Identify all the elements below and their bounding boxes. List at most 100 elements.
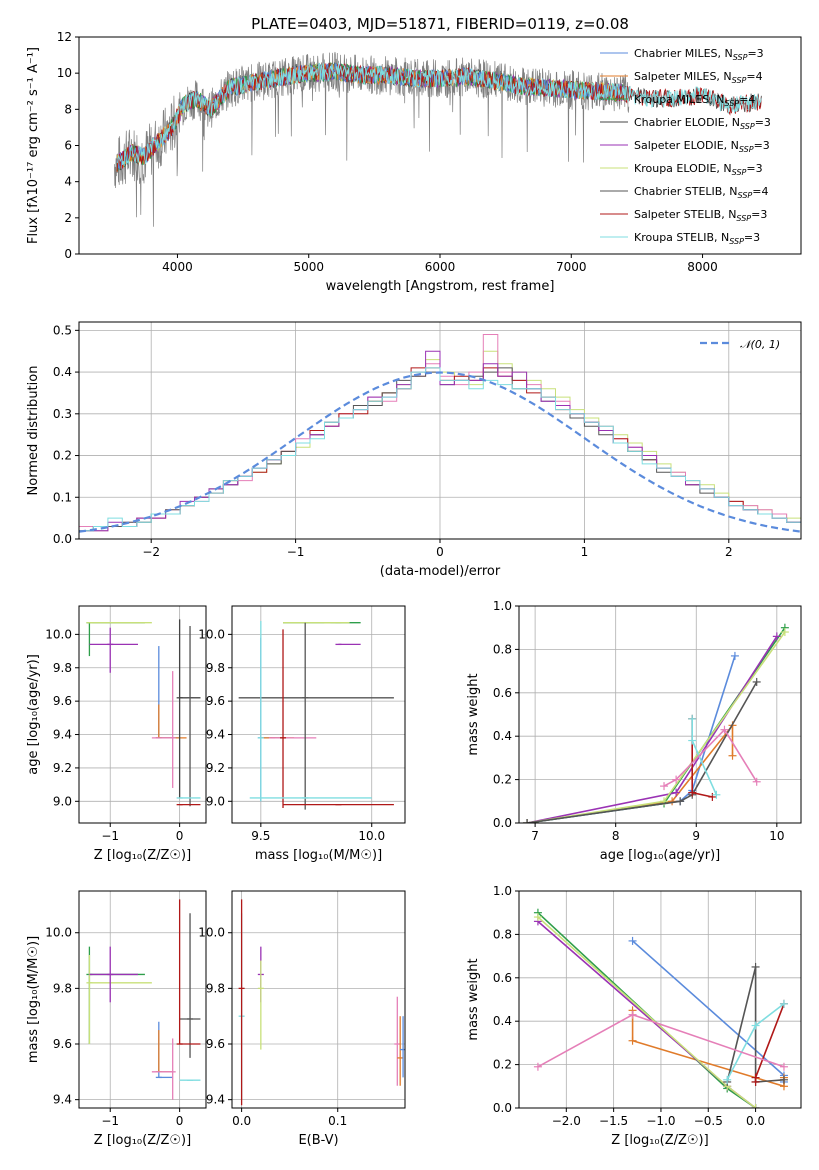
y-tick-label: 0 — [64, 247, 72, 261]
y-tick-label: 0.0 — [493, 1101, 512, 1115]
normal-curve — [79, 371, 801, 533]
y-tick-label: 0.8 — [493, 642, 512, 656]
chart-mass-vs-Z: −1 0 9.4 9.6 9.8 10.0 Z [log₁₀(Z/Z☉)] mass [log… — [26, 890, 207, 1148]
chart-residuals: −2 −1 0 1 2 0.0 0.1 0.2 0.3 0.4 0.5 (data-model)/er… — [26, 321, 802, 579]
y-tick-label: 9.6 — [53, 1037, 72, 1051]
x-tick-label: 5000 — [293, 260, 324, 274]
y-tick-label: 2 — [64, 211, 72, 225]
x-tick-label: 6000 — [425, 260, 456, 274]
x-axis-label: (data-model)/error — [380, 564, 501, 579]
weight-line-chabrier-stelib — [526, 681, 758, 823]
plot-area-weight-vs-Z — [533, 908, 788, 1108]
x-axis-label: Z [log₁₀(Z/Z☉)] — [94, 848, 191, 863]
x-tick-label: 0.0 — [232, 1114, 251, 1128]
y-tick-label: 8 — [64, 102, 72, 116]
hist-kroupa-stelib — [79, 367, 801, 532]
legend-entry: Kroupa MILES, NSSP=4 — [634, 93, 755, 108]
x-tick-label: −1 — [101, 1114, 119, 1128]
y-tick-label: 10.0 — [198, 627, 225, 641]
y-tick-label: 10.0 — [198, 926, 225, 940]
x-tick-label: −0.5 — [694, 1114, 723, 1128]
y-tick-label: 9.4 — [53, 728, 72, 742]
chart-mass-vs-EBV: 0.0 0.1 9.4 9.6 9.8 10.0 E(B-V) — [198, 890, 406, 1148]
y-tick-label: 0.0 — [493, 816, 512, 830]
y-tick-label: 0.1 — [53, 490, 72, 504]
y-tick-label: 0.6 — [493, 686, 512, 700]
y-tick-label: 0.3 — [53, 407, 72, 421]
x-tick-label: 0.0 — [746, 1114, 765, 1128]
x-axis-label: Z [log₁₀(Z/Z☉)] — [94, 1133, 191, 1148]
y-tick-label: 10 — [57, 66, 72, 80]
y-axis-label: Normed distribution — [26, 366, 41, 496]
legend-entry: Salpeter STELIB, NSSP=3 — [634, 208, 767, 223]
plot-area-mass-vs-EBV — [238, 899, 405, 1106]
x-tick-label: 1 — [581, 545, 589, 559]
y-tick-label: 0.4 — [53, 365, 72, 379]
axes-frame — [518, 605, 802, 824]
legend-entry: Salpeter MILES, NSSP=4 — [634, 70, 763, 85]
legend-entry: Chabrier ELODIE, NSSP=3 — [634, 116, 771, 131]
y-tick-label: 9.8 — [53, 661, 72, 675]
y-tick-label: 0.2 — [53, 449, 72, 463]
plot-area-age-vs-Z — [86, 619, 201, 807]
y-tick-label: 0.0 — [53, 532, 72, 546]
x-tick-label: −1.5 — [599, 1114, 628, 1128]
x-tick-label: −1.0 — [646, 1114, 675, 1128]
y-tick-label: 6 — [64, 139, 72, 153]
x-tick-label: 2 — [725, 545, 733, 559]
chart-spectrum: 4000 5000 6000 7000 8000 0 2 4 6 8 10 12 wavelength … — [26, 30, 802, 294]
y-tick-label: 9.0 — [206, 794, 225, 808]
axes-frame — [78, 605, 207, 824]
x-tick-label: 8 — [612, 829, 620, 843]
legend-entry: Kroupa STELIB, NSSP=3 — [634, 231, 760, 246]
y-tick-label: 9.0 — [53, 794, 72, 808]
y-tick-label: 9.8 — [53, 981, 72, 995]
y-tick-label: 10.0 — [45, 627, 72, 641]
weight-line-chabrier-miles — [526, 655, 736, 823]
y-axis-label: Flux [fλ10⁻¹⁷ erg cm⁻² s⁻¹ A⁻¹] — [26, 47, 41, 244]
y-tick-label: 9.4 — [206, 1093, 225, 1107]
chart-age-vs-mass: 9.5 10.0 9.0 9.2 9.4 9.6 9.8 10.0 mass [log₁₀(M/… — [198, 605, 406, 863]
plot-area-age-vs-mass — [238, 621, 394, 810]
x-axis-label: wavelength [Angstrom, rest frame] — [326, 279, 555, 294]
x-axis-label: E(B-V) — [298, 1133, 338, 1148]
plot-area-residuals — [79, 334, 801, 533]
axes-frame — [231, 605, 406, 824]
y-axis-label: mass weight — [466, 673, 481, 755]
chart-weight-vs-Z: −2.0 −1.5 −1.0 −0.5 0.0 0.0 0.2 0.4 0.6 0.8 1.0 Z [… — [466, 884, 802, 1148]
normal-legend-label: 𝒩(0, 1) — [740, 338, 780, 351]
y-tick-label: 9.4 — [53, 1093, 72, 1107]
legend-entry: Chabrier STELIB, NSSP=4 — [634, 185, 768, 200]
legend-entry: Kroupa ELODIE, NSSP=3 — [634, 162, 763, 177]
model-chabrier-miles — [116, 62, 624, 170]
y-tick-label: 0.6 — [493, 971, 512, 985]
x-tick-label: 9 — [692, 829, 700, 843]
y-tick-label: 9.6 — [206, 1037, 225, 1051]
y-tick-label: 9.8 — [206, 981, 225, 995]
axes-frame — [78, 890, 207, 1109]
x-tick-label: −1 — [101, 829, 119, 843]
model-kroupa-stelib — [116, 62, 762, 166]
x-axis-label: mass [log₁₀(M/M☉)] — [255, 848, 382, 863]
plot-area-mass-vs-Z — [86, 899, 201, 1100]
x-tick-label: 10 — [769, 829, 784, 843]
x-tick-label: 8000 — [687, 260, 718, 274]
y-tick-label: 9.6 — [53, 694, 72, 708]
axes-frame — [231, 890, 406, 1109]
y-tick-label: 0.4 — [493, 1014, 512, 1028]
y-tick-label: 0.8 — [493, 927, 512, 941]
legend-entry: Chabrier MILES, NSSP=3 — [634, 47, 764, 62]
x-axis-label: age [log₁₀(age/yr)] — [600, 848, 721, 863]
x-tick-label: −2.0 — [552, 1114, 581, 1128]
y-tick-label: 9.2 — [206, 761, 225, 775]
y-tick-label: 9.8 — [206, 661, 225, 675]
plot-area-weight-vs-age — [523, 623, 789, 823]
y-tick-label: 0.4 — [493, 729, 512, 743]
weight-line-kroupa-miles — [526, 627, 786, 823]
y-tick-label: 9.2 — [53, 761, 72, 775]
y-tick-label: 10.0 — [45, 926, 72, 940]
weight-line-kroupa-miles — [537, 912, 757, 1108]
y-tick-label: 1.0 — [493, 884, 512, 898]
chart-weight-vs-age: 7 8 9 10 0.0 0.2 0.4 0.6 0.8 1.0 age [log₁₀(age/yr… — [466, 599, 802, 863]
